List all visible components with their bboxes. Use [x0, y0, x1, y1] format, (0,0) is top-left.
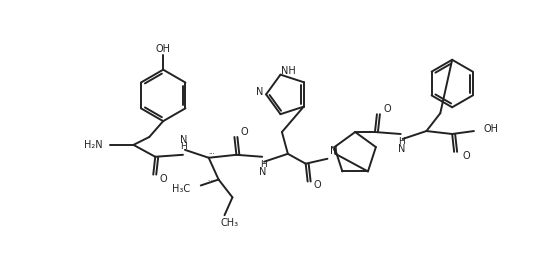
Text: N: N: [260, 167, 267, 177]
Text: H: H: [260, 160, 267, 169]
Text: CH₃: CH₃: [221, 218, 239, 228]
Text: H₂N: H₂N: [84, 140, 103, 150]
Text: N: N: [398, 144, 405, 154]
Text: NH: NH: [281, 66, 296, 76]
Text: OH: OH: [484, 124, 499, 134]
Text: O: O: [240, 127, 248, 137]
Text: H₃C: H₃C: [172, 184, 190, 194]
Text: O: O: [383, 104, 390, 114]
Text: N: N: [256, 87, 264, 97]
Text: ····: ····: [207, 178, 214, 183]
Text: ···: ···: [208, 151, 215, 157]
Text: N: N: [180, 135, 188, 145]
Text: O: O: [314, 180, 321, 190]
Text: OH: OH: [156, 44, 170, 54]
Text: O: O: [160, 174, 167, 184]
Text: O: O: [462, 151, 470, 161]
Text: N: N: [329, 146, 337, 156]
Text: H: H: [398, 137, 405, 146]
Text: H: H: [180, 142, 188, 151]
